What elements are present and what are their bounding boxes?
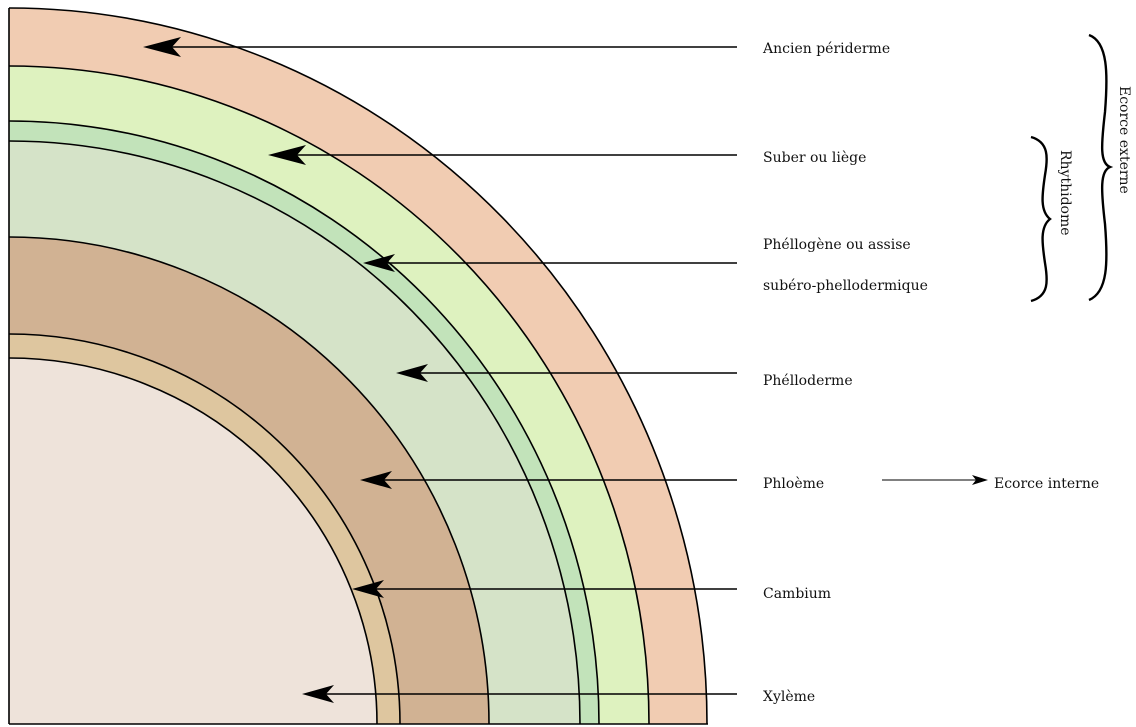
layer-xyleme <box>9 358 377 724</box>
layer-rings <box>9 8 707 724</box>
arrowhead-ecorce-interne <box>972 475 988 485</box>
arrowhead-phelloderme <box>396 364 428 382</box>
label-ecorce-interne: Ecorce interne <box>994 476 1099 492</box>
ring-edge-suber <box>8 65 650 725</box>
label-phellogene-line1: Phéllogène ou assise <box>763 237 911 253</box>
arrowhead-phloeme <box>360 471 392 489</box>
brace-rhythidome <box>1030 135 1052 303</box>
arrowhead-ancien-periderme <box>143 37 181 57</box>
ring-edge-outer <box>8 7 708 725</box>
arrowhead-suber <box>268 145 306 165</box>
label-phloeme: Phloème <box>763 476 824 492</box>
label-rhythidome: Rhythidome <box>1057 150 1073 236</box>
group-braces: Rhythidome Ecorce externe <box>1030 33 1132 303</box>
ring-edge-phloeme <box>8 236 490 725</box>
brace-ecorce-externe <box>1088 33 1114 302</box>
label-phellogene-line2: subéro-phellodermique <box>763 278 928 294</box>
label-phelloderme: Phélloderme <box>763 373 853 389</box>
arrowhead-xyleme <box>302 685 334 703</box>
leader-arrows <box>143 37 988 703</box>
arrowhead-phellogene <box>363 254 395 272</box>
label-suber: Suber ou liège <box>763 150 866 166</box>
arrowhead-cambium <box>352 580 384 598</box>
layer-labels: Ancien périderme Suber ou liège Phéllogè… <box>762 41 1099 705</box>
ring-edge-phellogene-outer <box>8 120 600 725</box>
ring-edge-cambium-outer <box>8 333 401 725</box>
label-cambium: Cambium <box>763 586 831 602</box>
label-ancien-periderme: Ancien périderme <box>762 41 890 57</box>
label-xyleme: Xylème <box>763 689 815 705</box>
ring-outlines <box>8 7 708 725</box>
label-ecorce-externe: Ecorce externe <box>1116 86 1132 194</box>
ring-edge-cambium-inner <box>8 357 378 725</box>
ring-edge-phellogene-inner <box>8 140 581 725</box>
